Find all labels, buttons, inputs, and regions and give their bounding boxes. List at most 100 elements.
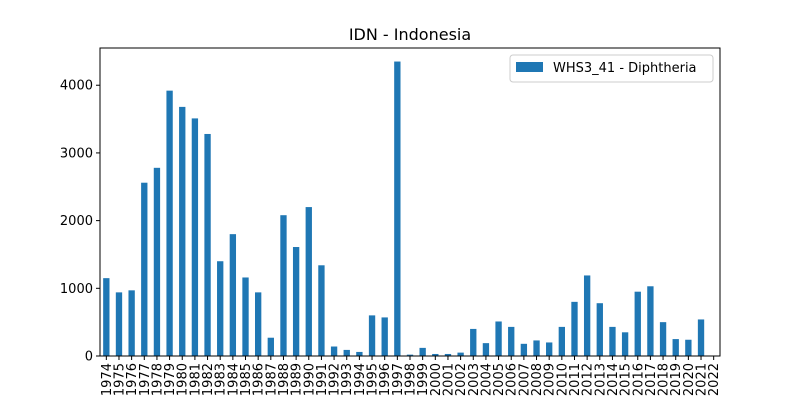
bar-1983: [217, 261, 224, 356]
x-tick-label: 1989: [290, 363, 305, 396]
bar-1988: [280, 215, 287, 356]
x-tick-label: 2004: [479, 363, 494, 396]
bar-2010: [558, 326, 565, 356]
bar-1993: [343, 349, 350, 356]
bar-2020: [685, 339, 692, 356]
x-tick-label: 2002: [454, 363, 469, 396]
bar-2016: [634, 291, 641, 356]
bar-1986: [255, 292, 262, 356]
x-tick-label: 2008: [530, 363, 545, 396]
x-tick-label: 1988: [277, 363, 292, 396]
bar-group: [103, 61, 705, 357]
bar-2008: [533, 340, 540, 356]
y-axis-ticks: 0 1000 2000 3000 4000: [60, 79, 100, 365]
bar-1992: [330, 346, 338, 356]
bar-1996: [381, 317, 388, 356]
bar-1999: [419, 347, 426, 356]
bar-1998: [406, 354, 414, 356]
x-tick-label: 1982: [201, 363, 216, 396]
bar-2009: [546, 342, 553, 356]
bar-2002: [457, 352, 464, 356]
bar-1980: [179, 106, 186, 356]
x-tick-label: 1975: [112, 363, 127, 396]
y-tick-label: 0: [85, 350, 93, 365]
x-tick-label: 2014: [606, 363, 621, 396]
bar-2013: [596, 303, 603, 356]
chart-title: IDN - Indonesia: [349, 25, 471, 44]
bar-2014: [609, 326, 616, 356]
x-tick-label: 1994: [353, 363, 368, 396]
x-tick-label: 2006: [505, 363, 520, 396]
x-tick-label: 2015: [619, 363, 634, 396]
bar-1976: [128, 290, 135, 356]
legend-swatch: [516, 62, 543, 72]
bar-1990: [305, 207, 312, 356]
y-tick-label: 2000: [60, 214, 93, 229]
bar-2011: [571, 301, 578, 356]
bar-1979: [166, 90, 173, 357]
x-tick-label: 1987: [264, 363, 279, 396]
bar-1991: [318, 265, 325, 356]
x-tick-label: 1998: [404, 363, 419, 396]
x-tick-label: 1992: [328, 363, 343, 396]
x-tick-label: 2009: [543, 363, 558, 396]
bar-1989: [292, 247, 300, 356]
bar-1974: [103, 278, 110, 356]
x-tick-label: 2011: [568, 363, 583, 396]
x-tick-label: 2019: [669, 363, 684, 396]
x-tick-label: 2021: [695, 363, 710, 396]
x-tick-label: 1993: [340, 363, 355, 396]
x-tick-label: 1974: [100, 363, 115, 396]
x-tick-label: 2013: [593, 363, 608, 396]
x-tick-label: 1990: [302, 363, 317, 396]
legend: WHS3_41 - Diphtheria: [509, 54, 714, 83]
bar-2021: [697, 319, 705, 356]
bar-2005: [495, 321, 502, 356]
x-tick-label: 1996: [378, 363, 393, 396]
bar-2018: [659, 322, 667, 356]
x-tick-label: 2017: [644, 363, 659, 396]
bar-2006: [508, 326, 515, 356]
legend-box: [509, 54, 714, 83]
x-tick-label: 2001: [441, 363, 456, 396]
bar-1975: [115, 292, 123, 356]
x-tick-label: 1984: [226, 363, 241, 396]
x-tick-label: 1995: [366, 363, 381, 396]
x-tick-label: 2012: [581, 363, 596, 396]
bar-1985: [242, 277, 249, 356]
bar-1987: [267, 337, 274, 356]
bar-2017: [647, 286, 654, 356]
x-tick-label: 1978: [150, 363, 165, 396]
x-tick-label: 2020: [682, 363, 697, 396]
bar-1997: [394, 61, 401, 356]
x-tick-label: 2003: [467, 363, 482, 396]
x-tick-label: 2007: [517, 363, 532, 396]
y-tick-label: 1000: [60, 282, 93, 297]
x-tick-label: 1981: [188, 363, 203, 396]
bar-1981: [191, 118, 199, 357]
x-tick-label: 1979: [163, 363, 178, 396]
x-tick-label: 2000: [429, 363, 444, 396]
bar-2015: [621, 332, 629, 356]
bar-1984: [229, 234, 237, 356]
x-tick-label: 1986: [252, 363, 267, 396]
bar-2012: [583, 275, 591, 356]
bar-2019: [672, 339, 679, 356]
x-tick-label: 1999: [416, 363, 431, 396]
x-tick-label: 1985: [239, 363, 254, 396]
x-tick-label: 1983: [214, 363, 229, 396]
bar-2004: [482, 343, 490, 356]
x-axis-ticks: 1974197519761977197819791980198119821983…: [100, 356, 722, 396]
bar-2007: [520, 343, 528, 356]
bar-1978: [153, 167, 161, 356]
x-tick-label: 1976: [125, 363, 140, 396]
bar-1977: [141, 182, 148, 356]
bar-2000: [432, 353, 439, 356]
legend-label: WHS3_41 - Diphtheria: [553, 61, 697, 76]
x-tick-label: 1980: [176, 363, 191, 396]
x-tick-label: 2005: [492, 363, 507, 396]
bar-1982: [204, 133, 211, 356]
x-tick-label: 2010: [555, 363, 570, 396]
x-tick-label: 1997: [391, 363, 406, 396]
x-tick-label: 2016: [631, 363, 646, 396]
